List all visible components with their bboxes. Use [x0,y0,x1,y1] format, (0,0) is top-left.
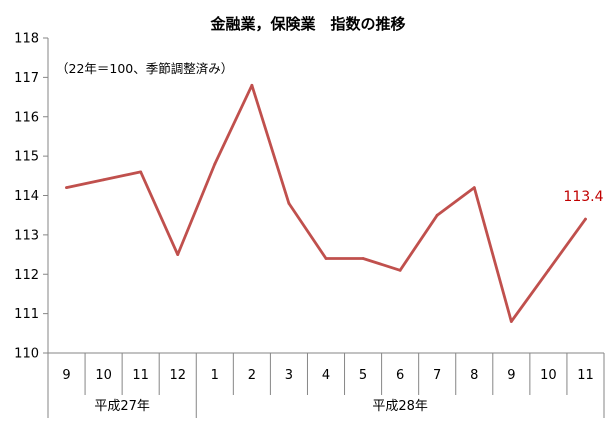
y-tick-label: 116 [14,110,39,125]
x-tick-label: 3 [285,368,293,383]
data-point [584,217,587,221]
x-tick-label: 6 [396,368,404,383]
x-tick-label: 2 [248,368,256,383]
y-tick-label: 118 [14,32,39,47]
year-group-label: 平成28年 [372,399,428,414]
y-tick-label: 112 [14,268,39,283]
x-tick-label: 11 [132,368,149,383]
x-category-table: 9 10 11 12 1 2 3 4 5 6 7 8 9 10 11 [47,353,605,418]
y-tick-label: 117 [14,71,39,86]
data-label-layer: 113.4 [563,189,603,205]
x-tick-label: 1 [211,368,219,383]
x-tick-label: 10 [95,368,112,383]
data-point [176,253,180,256]
x-tick-label: 12 [169,368,186,383]
data-point [102,178,105,182]
x-tick-label: 4 [322,368,330,383]
series-layer [65,83,587,323]
chart-note: （22年＝100、季節調整済み） [56,61,233,76]
data-point [213,162,217,166]
chart-axes [43,37,604,418]
data-point [435,213,439,217]
x-tick-label: 10 [540,368,557,383]
x-tick-label: 7 [433,368,441,383]
data-point [65,186,68,190]
year-group-label: 平成27年 [94,399,150,414]
y-tick-label: 111 [14,307,39,322]
data-point [250,83,254,87]
x-tick-label: 9 [62,368,70,383]
x-tick-label: 9 [507,368,515,383]
series-line [65,83,587,323]
data-label: 113.4 [563,189,603,205]
data-point [139,170,143,174]
x-tick-label: 5 [359,368,367,383]
year-group-labels: 平成27年 平成28年 [94,399,428,414]
y-tick-label: 113 [14,228,39,243]
data-point [398,268,402,272]
data-point [287,201,291,205]
data-point [509,320,513,323]
y-tick-labels: 110 111 112 113 114 115 116 117 118 [14,32,39,362]
x-tick-label: 11 [577,368,594,383]
y-tick-label: 114 [14,189,39,204]
data-point [324,257,328,260]
data-point [361,257,365,260]
data-point [472,186,476,190]
chart-title: 金融業，保険業 指数の推移 [209,15,405,33]
x-tick-label: 8 [470,368,478,383]
y-tick-label: 110 [14,347,39,362]
data-point [547,268,550,272]
y-tick-label: 115 [14,150,39,165]
